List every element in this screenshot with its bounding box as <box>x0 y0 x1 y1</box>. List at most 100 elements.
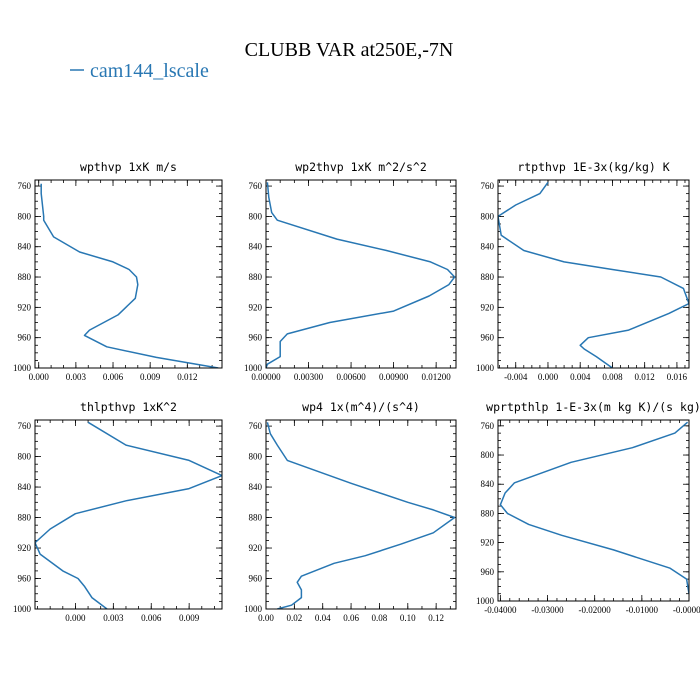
y-tick-label: 800 <box>18 452 32 462</box>
y-tick-label: 960 <box>481 567 495 577</box>
x-tick-label: 0.009 <box>179 613 200 623</box>
x-tick-label: 0.08 <box>372 613 388 623</box>
y-tick-label: 960 <box>249 574 263 584</box>
series-line <box>498 181 689 368</box>
series-line <box>266 422 456 609</box>
y-tick-label: 960 <box>249 333 263 343</box>
y-tick-label: 840 <box>481 242 495 252</box>
y-tick-label: 1000 <box>13 604 32 614</box>
chart-panel-4: thlpthvp 1xK^2 0.000 0.003 0.006 0.009 760 800… <box>13 400 223 623</box>
y-tick-label: 920 <box>18 543 32 553</box>
figure-title: CLUBB VAR at250E,-7N <box>245 39 454 61</box>
x-tick-label: 0.12 <box>428 613 444 623</box>
y-tick-label: 880 <box>18 513 32 523</box>
series-line <box>266 182 456 368</box>
panel-frame <box>265 419 457 610</box>
y-tick-label: 800 <box>481 211 495 221</box>
y-tick-label: 960 <box>18 333 32 343</box>
y-tick-label: 760 <box>481 421 495 431</box>
panel-frame <box>497 179 690 369</box>
y-tick-label: 760 <box>249 421 263 431</box>
x-tick-label: -0.02000 <box>579 605 612 615</box>
x-tick-label: 0.00900 <box>379 372 409 382</box>
y-tick-label: 840 <box>18 482 32 492</box>
y-tick-label: 920 <box>18 302 32 312</box>
x-tick-label: 0.006 <box>141 613 162 623</box>
x-tick-label: 0.000 <box>29 372 50 382</box>
panel-title: wpthvp 1xK m/s <box>80 160 177 174</box>
panels: wpthvp 1xK m/s 0.000 0.003 0.006 0.009 0.012 7… <box>13 160 700 623</box>
x-tick-label: -0.04000 <box>484 605 517 615</box>
series-line <box>35 421 222 609</box>
x-tick-label: 0.00000 <box>251 372 281 382</box>
x-tick-label: 0.012 <box>177 372 197 382</box>
y-tick-label: 880 <box>249 272 263 282</box>
y-tick-label: 880 <box>18 272 32 282</box>
x-tick-label: 0.004 <box>570 372 591 382</box>
legend-label: cam144_lscale <box>90 60 209 82</box>
x-tick-label: 0.10 <box>400 613 416 623</box>
panel-frame <box>34 419 223 610</box>
y-tick-label: 1000 <box>244 363 263 373</box>
chart-panel-5: wp4 1x(m^4)/(s^4) 0.00 0.02 0.04 0.06 0.08 0.1… <box>244 400 457 623</box>
y-tick-label: 880 <box>481 272 495 282</box>
x-tick-label: 0.016 <box>667 372 688 382</box>
x-tick-label: 0.012 <box>635 372 655 382</box>
panel-title: wprtpthlp 1-E-3x(m kg K)/(s kg) <box>486 400 700 414</box>
x-tick-label: 0.02 <box>286 613 302 623</box>
x-tick-label: 0.04 <box>315 613 331 623</box>
y-tick-label: 1000 <box>244 604 263 614</box>
chart-panel-3: rtpthvp 1E-3x(kg/kg) K -0.004 0.000 0.004 0.… <box>476 160 690 382</box>
panel-frame <box>34 179 223 369</box>
y-tick-label: 920 <box>249 543 263 553</box>
x-tick-label: 0.003 <box>103 613 124 623</box>
panel-title: wp4 1x(m^4)/(s^4) <box>302 400 420 414</box>
y-tick-label: 760 <box>18 421 32 431</box>
x-tick-label: -0.01000 <box>626 605 659 615</box>
panel-frame <box>497 419 690 602</box>
y-tick-label: 800 <box>249 211 263 221</box>
y-tick-label: 920 <box>481 538 495 548</box>
y-tick-label: 960 <box>481 333 495 343</box>
x-tick-label: -0.004 <box>504 372 528 382</box>
x-tick-label: 0.006 <box>103 372 124 382</box>
series-line <box>40 183 219 368</box>
x-tick-label: 0.009 <box>140 372 161 382</box>
y-tick-label: 1000 <box>13 363 32 373</box>
chart-panel-6: wprtpthlp 1-E-3x(m kg K)/(s kg) -0.04000 -… <box>476 400 700 615</box>
x-tick-label: 0.000 <box>538 372 559 382</box>
y-tick-label: 840 <box>18 242 32 252</box>
x-tick-label: -0.00000 <box>673 605 700 615</box>
panel-title: wp2thvp 1xK m^2/s^2 <box>295 160 427 174</box>
panel-title: rtpthvp 1E-3x(kg/kg) K <box>517 160 669 174</box>
series-line <box>499 421 689 594</box>
y-tick-label: 1000 <box>476 363 495 373</box>
panel-title: thlpthvp 1xK^2 <box>80 400 177 414</box>
y-tick-label: 760 <box>481 181 495 191</box>
y-tick-label: 840 <box>481 479 495 489</box>
y-tick-label: 760 <box>18 181 32 191</box>
chart-panel-1: wpthvp 1xK m/s 0.000 0.003 0.006 0.009 0.012 7… <box>13 160 223 382</box>
x-tick-label: 0.06 <box>343 613 359 623</box>
y-tick-label: 760 <box>249 181 263 191</box>
y-tick-label: 920 <box>249 302 263 312</box>
legend: cam144_lscale <box>70 60 209 82</box>
x-tick-label: 0.01200 <box>422 372 452 382</box>
panel-frame <box>265 179 457 369</box>
x-tick-label: 0.00600 <box>336 372 366 382</box>
y-tick-label: 800 <box>18 211 32 221</box>
y-tick-label: 840 <box>249 482 263 492</box>
x-tick-label: -0.03000 <box>531 605 564 615</box>
x-tick-label: 0.008 <box>602 372 623 382</box>
x-tick-label: 0.00 <box>258 613 274 623</box>
chart-panel-2: wp2thvp 1xK m^2/s^2 0.00000 0.00300 0.00600… <box>244 160 457 382</box>
y-tick-label: 800 <box>249 452 263 462</box>
x-tick-label: 0.003 <box>66 372 87 382</box>
y-tick-label: 960 <box>18 574 32 584</box>
x-tick-label: 0.000 <box>65 613 86 623</box>
y-tick-label: 1000 <box>476 596 495 606</box>
y-tick-label: 880 <box>481 508 495 518</box>
y-tick-label: 880 <box>249 513 263 523</box>
y-tick-label: 800 <box>481 450 495 460</box>
